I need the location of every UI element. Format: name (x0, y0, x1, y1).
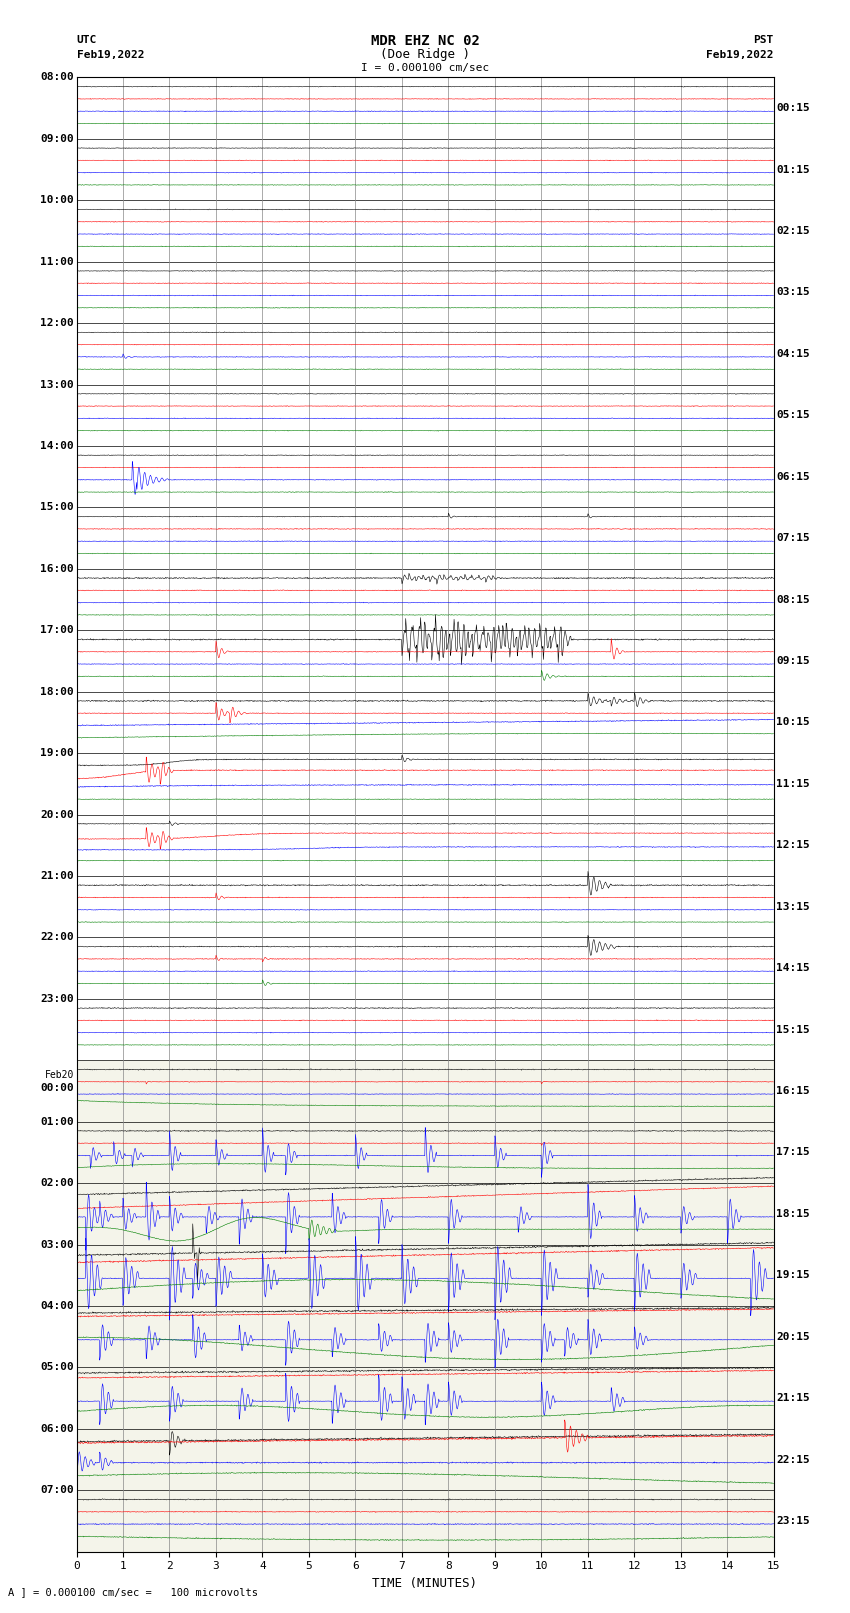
Text: 07:00: 07:00 (40, 1486, 74, 1495)
Text: 21:00: 21:00 (40, 871, 74, 881)
Text: 11:00: 11:00 (40, 256, 74, 266)
Text: 23:00: 23:00 (40, 994, 74, 1003)
Text: 09:00: 09:00 (40, 134, 74, 144)
Text: 05:00: 05:00 (40, 1363, 74, 1373)
Text: 04:00: 04:00 (40, 1302, 74, 1311)
Text: 20:00: 20:00 (40, 810, 74, 819)
Text: 15:00: 15:00 (40, 502, 74, 513)
Text: I = 0.000100 cm/sec: I = 0.000100 cm/sec (361, 63, 489, 73)
Text: 16:00: 16:00 (40, 565, 74, 574)
Text: 06:00: 06:00 (40, 1424, 74, 1434)
Text: 12:15: 12:15 (776, 840, 810, 850)
Text: 05:15: 05:15 (776, 410, 810, 421)
Text: 07:15: 07:15 (776, 534, 810, 544)
Text: 14:15: 14:15 (776, 963, 810, 973)
Text: 09:15: 09:15 (776, 656, 810, 666)
Text: UTC: UTC (76, 35, 97, 45)
Text: 17:00: 17:00 (40, 626, 74, 636)
Text: 15:15: 15:15 (776, 1024, 810, 1034)
Text: 01:15: 01:15 (776, 165, 810, 174)
Text: 17:15: 17:15 (776, 1147, 810, 1158)
Bar (76, 1060, 774, 1552)
Text: 19:00: 19:00 (40, 748, 74, 758)
Text: 11:15: 11:15 (776, 779, 810, 789)
Text: 10:15: 10:15 (776, 718, 810, 727)
Text: Feb20: Feb20 (44, 1069, 74, 1081)
Text: 14:00: 14:00 (40, 440, 74, 452)
Text: PST: PST (753, 35, 774, 45)
Text: Feb19,2022: Feb19,2022 (76, 50, 144, 60)
Text: 02:00: 02:00 (40, 1177, 74, 1189)
Text: Feb19,2022: Feb19,2022 (706, 50, 774, 60)
Text: (Doe Ridge ): (Doe Ridge ) (380, 48, 470, 61)
Text: 06:15: 06:15 (776, 471, 810, 482)
Text: 12:00: 12:00 (40, 318, 74, 327)
Text: 08:15: 08:15 (776, 595, 810, 605)
Text: 23:15: 23:15 (776, 1516, 810, 1526)
Text: 00:15: 00:15 (776, 103, 810, 113)
Text: 04:15: 04:15 (776, 348, 810, 358)
Text: 00:00: 00:00 (40, 1082, 74, 1094)
Text: A ] = 0.000100 cm/sec =   100 microvolts: A ] = 0.000100 cm/sec = 100 microvolts (8, 1587, 258, 1597)
Text: 13:15: 13:15 (776, 902, 810, 911)
Text: 18:00: 18:00 (40, 687, 74, 697)
X-axis label: TIME (MINUTES): TIME (MINUTES) (372, 1578, 478, 1590)
Text: 22:00: 22:00 (40, 932, 74, 942)
Text: MDR EHZ NC 02: MDR EHZ NC 02 (371, 34, 479, 48)
Text: 16:15: 16:15 (776, 1086, 810, 1095)
Text: 18:15: 18:15 (776, 1208, 810, 1219)
Text: 08:00: 08:00 (40, 73, 74, 82)
Text: 10:00: 10:00 (40, 195, 74, 205)
Text: 22:15: 22:15 (776, 1455, 810, 1465)
Text: 13:00: 13:00 (40, 379, 74, 390)
Text: 03:00: 03:00 (40, 1239, 74, 1250)
Text: 21:15: 21:15 (776, 1394, 810, 1403)
Text: 01:00: 01:00 (40, 1116, 74, 1127)
Text: 19:15: 19:15 (776, 1271, 810, 1281)
Text: 03:15: 03:15 (776, 287, 810, 297)
Text: 02:15: 02:15 (776, 226, 810, 235)
Text: 20:15: 20:15 (776, 1332, 810, 1342)
